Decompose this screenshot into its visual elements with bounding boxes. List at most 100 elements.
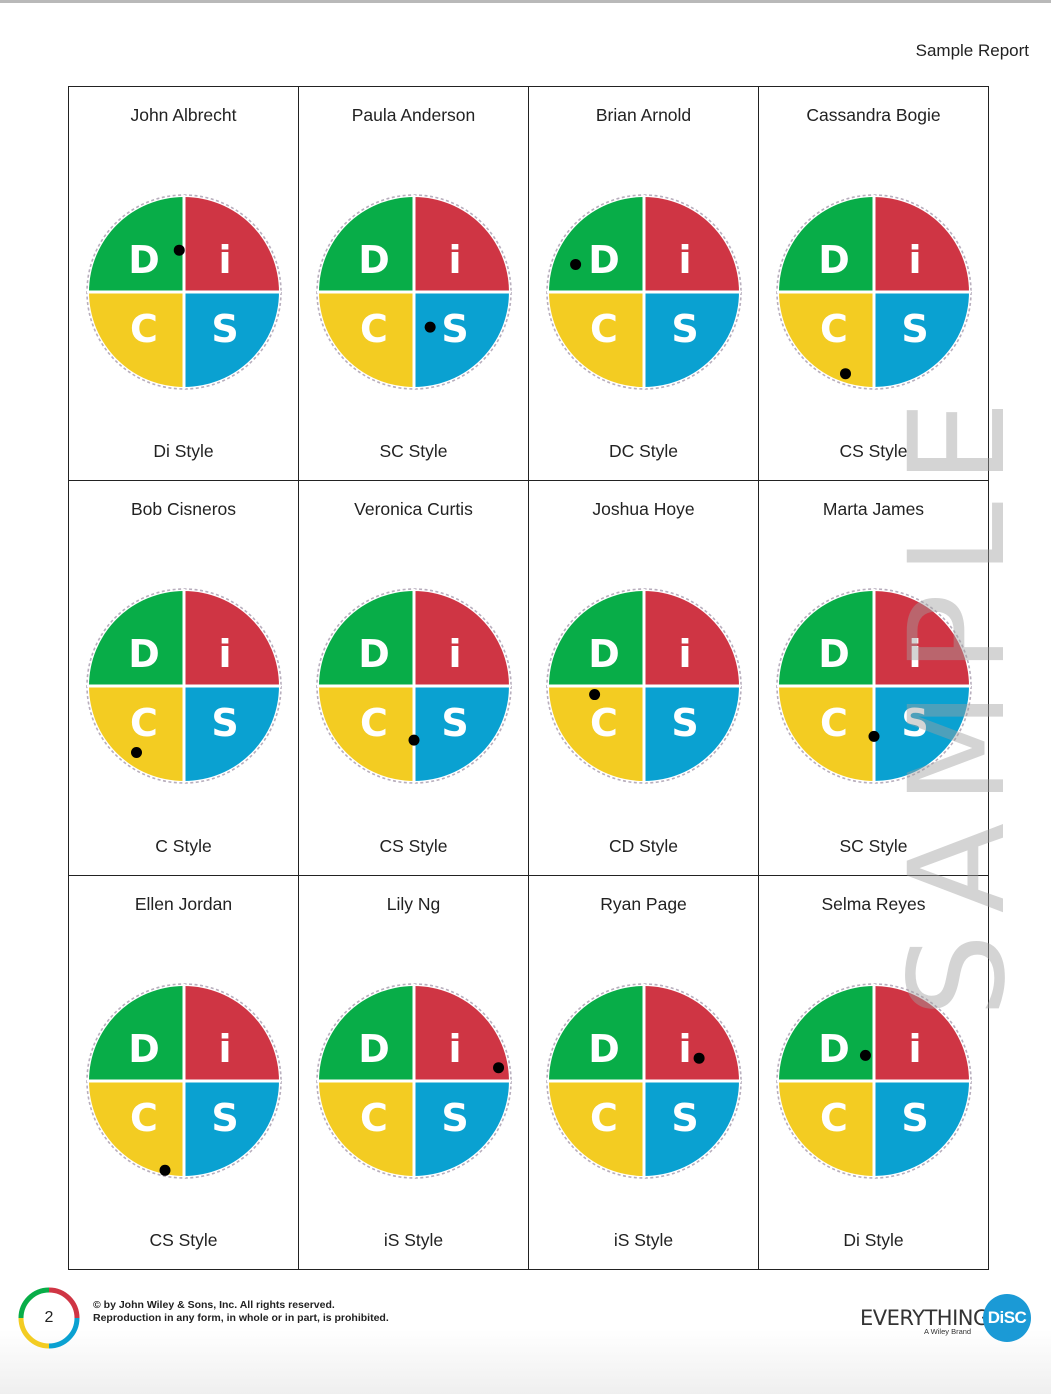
quadrant-letter-c: C xyxy=(820,701,848,745)
style-dot xyxy=(493,1061,505,1073)
quadrant-letter-i: i xyxy=(218,1027,231,1071)
quadrant-letter-s: S xyxy=(211,1096,238,1140)
brand-tagline: A Wiley Brand xyxy=(924,1327,972,1336)
quadrant-s xyxy=(874,292,969,387)
quadrant-i xyxy=(184,591,279,687)
quadrant-i xyxy=(184,197,279,292)
style-label: SC Style xyxy=(839,835,908,856)
quadrant-letter-c: C xyxy=(360,1096,388,1140)
style-dot xyxy=(173,244,185,256)
style-label: Di Style xyxy=(843,1230,904,1250)
quadrant-d xyxy=(89,591,184,687)
quadrant-letter-d: D xyxy=(588,238,620,282)
style-dot xyxy=(589,689,601,701)
quadrant-letter-c: C xyxy=(130,307,158,351)
person-name: John Albrecht xyxy=(130,105,237,125)
quadrant-c xyxy=(319,686,414,782)
quadrant-s xyxy=(644,686,739,782)
quadrant-letter-i: i xyxy=(218,632,231,676)
quadrant-i xyxy=(414,197,509,292)
quadrant-c xyxy=(549,686,644,782)
quadrant-letter-s: S xyxy=(901,307,928,351)
quadrant-letter-i: i xyxy=(678,1027,691,1071)
quadrant-c xyxy=(89,1080,184,1176)
person-name: Bob Cisneros xyxy=(130,499,237,520)
quadrant-c xyxy=(89,686,184,782)
quadrant-i xyxy=(874,985,969,1081)
quadrant-letter-i: i xyxy=(908,632,921,676)
quadrant-s xyxy=(874,686,969,782)
brand-badge: DiSC xyxy=(983,1294,1031,1342)
quadrant-s xyxy=(184,292,279,387)
quadrant-c xyxy=(779,292,874,387)
quadrant-d xyxy=(549,985,644,1081)
quadrant-d xyxy=(319,985,414,1081)
style-dot xyxy=(159,1164,171,1176)
quadrant-letter-c: C xyxy=(130,701,158,745)
style-label: CS Style xyxy=(839,441,908,462)
quadrant-c xyxy=(319,292,414,387)
quadrant-i xyxy=(874,197,969,292)
quadrant-letter-d: D xyxy=(128,238,160,282)
quadrant-letter-i: i xyxy=(448,632,461,676)
quadrant-letter-s: S xyxy=(211,701,238,745)
quadrant-s xyxy=(184,1080,279,1176)
quadrant-letter-s: S xyxy=(671,307,698,351)
quadrant-letter-c: C xyxy=(590,307,618,351)
quadrant-letter-c: C xyxy=(590,701,618,745)
person-name: Cassandra Bogie xyxy=(806,105,941,125)
quadrant-letter-d: D xyxy=(358,632,390,676)
report-title: Sample Report xyxy=(915,41,1029,60)
style-dot xyxy=(570,258,582,270)
person-name: Ellen Jordan xyxy=(134,893,233,914)
quadrant-s xyxy=(414,686,509,782)
quadrant-c xyxy=(779,686,874,782)
quadrant-letter-d: D xyxy=(818,1027,850,1071)
quadrant-i xyxy=(644,591,739,687)
person-name: Paula Anderson xyxy=(351,105,476,125)
quadrant-s xyxy=(644,292,739,387)
quadrant-d xyxy=(89,985,184,1081)
style-label: CD Style xyxy=(608,835,679,856)
quadrant-c xyxy=(549,1080,644,1176)
copyright-line-2: Reproduction in any form, in whole or in… xyxy=(93,1312,389,1324)
quadrant-letter-d: D xyxy=(818,632,850,676)
quadrant-letter-s: S xyxy=(901,1096,928,1140)
quadrant-letter-s: S xyxy=(441,701,468,745)
quadrant-letter-c: C xyxy=(590,1096,618,1140)
quadrant-letter-c: C xyxy=(820,1096,848,1140)
quadrant-letter-c: C xyxy=(360,701,388,745)
quadrant-letter-c: C xyxy=(130,1096,158,1140)
everything-disc-logo: EVERYTHING A Wiley Brand DiSC xyxy=(860,1294,1032,1346)
quadrant-letter-s: S xyxy=(671,701,698,745)
person-name: Selma Reyes xyxy=(821,893,926,914)
quadrant-letter-d: D xyxy=(818,238,850,282)
quadrant-d xyxy=(319,591,414,687)
quadrant-s xyxy=(644,1080,739,1176)
quadrant-i xyxy=(184,985,279,1081)
quadrant-letter-i: i xyxy=(908,1027,921,1071)
quadrant-letter-i: i xyxy=(218,238,231,282)
style-label: CS Style xyxy=(149,1230,218,1250)
quadrant-letter-i: i xyxy=(908,238,921,282)
person-name: Lily Ng xyxy=(386,893,441,914)
